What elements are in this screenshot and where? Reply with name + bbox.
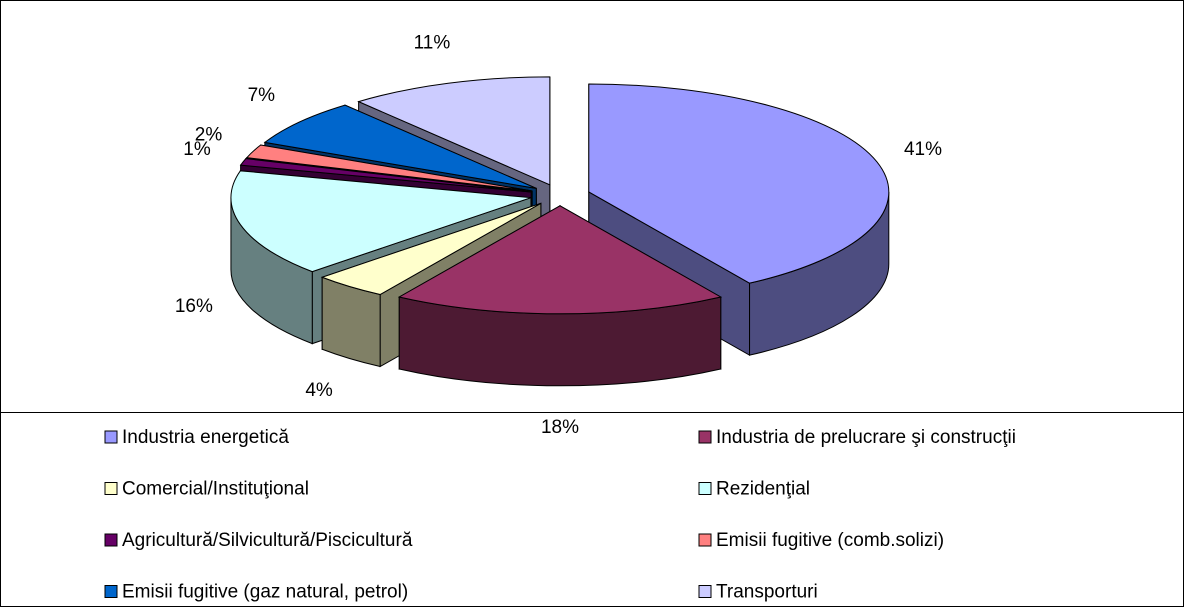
legend-label: Transporturi [716, 582, 818, 603]
legend-label: Industria de prelucrare şi construcţii [716, 427, 1016, 448]
legend-label: Agricultură/Silvicultură/Piscicultură [122, 530, 413, 551]
data-labels: 41% 18% 4% 16% 1%2% 7% 11% [175, 32, 942, 438]
pie-tops [230, 76, 890, 315]
legend-swatch [104, 533, 118, 547]
pie-slice [245, 144, 533, 192]
legend-swatch [104, 430, 118, 444]
pie-slice [397, 205, 723, 315]
data-label: 1% [183, 139, 211, 160]
data-label: 11% [414, 32, 451, 53]
legend-swatch [698, 482, 712, 495]
pie-slice [230, 170, 532, 273]
data-label: 18% [541, 417, 579, 438]
data-label: 7% [248, 85, 276, 106]
legend-label: Emisii fugitive (comb.solizi) [716, 530, 944, 551]
data-label: 2% [195, 125, 223, 146]
data-label: 16% [175, 296, 213, 317]
legend-label: Comercial/Instituţional [122, 479, 309, 500]
legend-swatch [104, 585, 118, 598]
legend-swatch [698, 430, 712, 444]
legend-swatch [698, 533, 712, 547]
legend-label: Rezidenţial [716, 479, 810, 500]
pie-slice [588, 83, 890, 284]
legend-swatch [104, 482, 118, 495]
data-label: 4% [305, 380, 333, 401]
legend: Industria energetică Industria de prelucr… [104, 427, 1016, 603]
legend-swatch [698, 585, 712, 598]
legend-label: Emisii fugitive (gaz natural, petrol) [122, 582, 408, 603]
data-label: 41% [904, 139, 942, 160]
pie-slice [320, 202, 542, 296]
pie-slice [239, 158, 532, 193]
legend-label: Industria energetică [122, 427, 289, 448]
pie-slice [357, 76, 551, 186]
pie-slice [263, 104, 537, 189]
